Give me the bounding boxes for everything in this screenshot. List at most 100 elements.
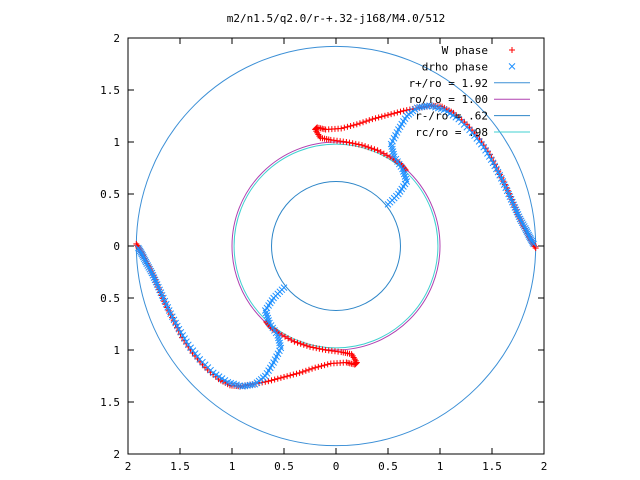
series-1-point <box>179 332 187 339</box>
series-1-point <box>484 150 491 157</box>
legend: W phase drho phase r+/ro = 1.92 ro/ro = 1.0… <box>409 44 530 139</box>
series-1-point <box>524 229 532 237</box>
series-0-point <box>293 370 300 377</box>
series-1-point <box>275 337 283 344</box>
series-0-point <box>378 113 385 120</box>
series-0-point <box>296 369 303 376</box>
series-1-point <box>276 339 283 347</box>
series-0-point <box>394 109 401 116</box>
series-1-point <box>170 316 178 324</box>
series-1-point <box>167 310 174 317</box>
x-tick-label: 1 <box>229 460 236 473</box>
series-0-point <box>381 112 388 119</box>
series-1-point <box>218 375 226 382</box>
series-1-point <box>443 108 451 115</box>
series-0-point <box>271 376 278 383</box>
series-1-point <box>498 175 505 182</box>
series-1-point <box>487 156 495 164</box>
series-0-point <box>312 364 319 371</box>
series-0-point <box>380 150 387 157</box>
legend-swatch <box>509 47 515 53</box>
series-0-point <box>347 122 354 129</box>
series-0-point <box>294 339 301 346</box>
series-1-point <box>489 159 497 167</box>
series-1-point <box>491 162 499 170</box>
series-1-point <box>280 284 288 291</box>
series-0-point <box>302 367 309 374</box>
series-1-point <box>494 168 502 176</box>
series-0-point <box>318 363 325 370</box>
legend-label: drho phase <box>422 60 488 73</box>
series-0-point <box>265 378 272 385</box>
series-0-point <box>372 115 379 122</box>
reference-circles <box>135 45 537 447</box>
legend-label: r+/ro = 1.92 <box>409 77 488 90</box>
y-tick-label: 1.5 <box>100 84 120 97</box>
series-0-point <box>346 139 353 146</box>
series-1-point <box>145 264 153 271</box>
series-1-point <box>212 371 220 379</box>
series-1-point <box>388 143 396 150</box>
series-0-point <box>288 337 295 344</box>
series-0-point <box>281 374 287 381</box>
series-1-point <box>175 325 183 333</box>
series-0-point <box>307 343 313 350</box>
series-0-point <box>343 139 350 145</box>
series-1-point <box>147 267 155 275</box>
series-0-point <box>315 363 322 370</box>
y-tick-label: 1 <box>113 344 120 357</box>
series-1-point <box>276 342 284 349</box>
series-1-point <box>143 260 151 268</box>
series-0-point <box>344 123 351 130</box>
series-0-point <box>374 147 381 154</box>
series-0-point <box>268 377 275 384</box>
series-1-point <box>221 377 229 384</box>
legend-swatch <box>508 63 516 70</box>
series-0-point <box>391 110 398 117</box>
x-tick-label: 0.5 <box>378 460 398 473</box>
series-0-point <box>321 362 328 369</box>
circle-series-5 <box>233 143 439 349</box>
series-1-point <box>181 335 188 342</box>
series-0-point <box>371 146 378 153</box>
series-0-point <box>278 332 285 339</box>
series-1-point <box>496 171 504 179</box>
series-1-point <box>519 221 527 228</box>
series-1-point <box>144 262 152 269</box>
series-0-point <box>400 107 407 114</box>
series-0-point <box>309 365 316 372</box>
y-tick-label: 2 <box>113 448 120 461</box>
series-0-point <box>285 335 292 342</box>
series-1-point <box>168 313 176 321</box>
y-tick-label: 2 <box>113 32 120 45</box>
series-1-point <box>172 319 179 327</box>
series-1-point <box>249 381 256 389</box>
series-1-point <box>387 140 395 148</box>
series-1-point <box>384 201 392 208</box>
series-0-point <box>300 341 307 348</box>
series-0-point <box>377 148 384 155</box>
series-0-point <box>397 108 404 115</box>
x-tick-label: 0 <box>333 460 340 473</box>
series-0-point <box>322 347 329 353</box>
series-1-point <box>416 103 423 111</box>
series-1-point <box>485 153 493 160</box>
legend-label: r-/ro = .62 <box>415 110 488 123</box>
series-0-point <box>310 344 317 351</box>
series-1-point <box>177 328 185 336</box>
series-0-point <box>284 373 291 380</box>
series-0-point <box>291 338 298 345</box>
y-tick-label: 0.5 <box>100 292 120 305</box>
series-0-point <box>352 140 359 147</box>
series-1-point <box>525 231 532 239</box>
series-1-point <box>482 146 489 154</box>
series-0-point <box>387 153 394 160</box>
series-0-point <box>362 143 369 150</box>
series-0-point <box>277 374 284 381</box>
series-0-point <box>290 371 297 378</box>
series-0-point <box>359 142 365 149</box>
series-1-point <box>390 150 397 158</box>
series-1-point <box>493 165 500 173</box>
series-1-point <box>520 223 528 230</box>
